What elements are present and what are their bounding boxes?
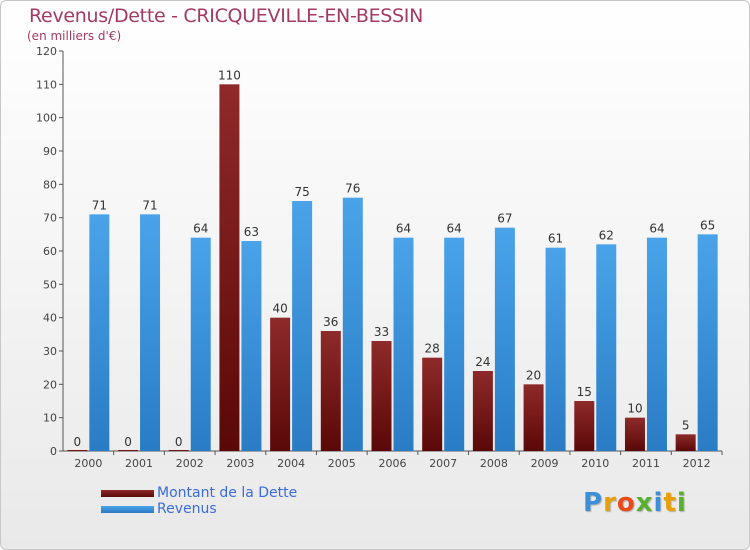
legend-swatch-debt xyxy=(101,490,154,497)
y-tick-label: 80 xyxy=(43,178,57,191)
data-label-revenus: 67 xyxy=(497,212,512,226)
bar-revenus xyxy=(140,214,161,451)
data-label-debt: 28 xyxy=(425,342,440,356)
proxiti-logo: Proxiti xyxy=(583,488,687,518)
logo-letter: i xyxy=(653,488,664,518)
bar-revenus xyxy=(646,237,667,451)
data-label-revenus: 61 xyxy=(548,232,563,246)
y-tick-label: 100 xyxy=(36,112,57,125)
data-label-debt: 110 xyxy=(218,68,241,82)
data-label-debt: 20 xyxy=(526,368,541,382)
bar-revenus xyxy=(545,247,566,451)
data-label-revenus: 75 xyxy=(294,185,309,199)
data-label-revenus: 65 xyxy=(700,218,715,232)
y-tick-label: 50 xyxy=(43,278,57,291)
logo-letter: r xyxy=(603,488,617,518)
bar-debt xyxy=(422,357,443,451)
bar-revenus xyxy=(444,237,465,451)
bar-revenus xyxy=(292,201,313,451)
x-tick-label: 2011 xyxy=(632,457,660,470)
y-tick-label: 20 xyxy=(43,378,57,391)
bar-debt xyxy=(371,341,392,451)
bars xyxy=(67,84,718,451)
x-axis: 2000 2001 2002 2003 2004 2005 2006 2007 2008 2009… xyxy=(63,450,723,470)
bar-revenus xyxy=(190,237,211,451)
bar-revenus xyxy=(89,214,110,451)
bar-revenus xyxy=(393,237,414,451)
x-tick-label: 2006 xyxy=(379,457,407,470)
bar-revenus xyxy=(697,234,718,451)
data-label-revenus: 62 xyxy=(599,228,614,242)
legend-label-revenus: Revenus xyxy=(157,501,217,517)
bar-debt xyxy=(270,317,291,451)
data-labels: 0 71 0 71 0 64 110 63 40 75 36 76 33 64 28 64 24 67 20 61 15… xyxy=(74,68,716,449)
data-label-revenus: 71 xyxy=(92,198,107,212)
y-tick-label: 70 xyxy=(43,212,57,225)
bar-debt xyxy=(675,434,696,451)
x-tick-label: 2000 xyxy=(74,457,102,470)
data-label-debt: 0 xyxy=(74,435,82,449)
bar-debt xyxy=(472,371,493,451)
chart-subtitle: (en milliers d'€) xyxy=(27,29,122,43)
data-label-debt: 33 xyxy=(374,325,389,339)
legend-swatch-revenus xyxy=(101,506,154,513)
bar-revenus xyxy=(494,227,515,451)
bar-debt xyxy=(574,401,595,451)
data-label-revenus: 71 xyxy=(142,198,157,212)
data-label-debt: 24 xyxy=(475,355,490,369)
y-tick-label: 40 xyxy=(43,312,57,325)
x-tick-label: 2008 xyxy=(480,457,508,470)
data-label-debt: 40 xyxy=(272,302,287,316)
data-label-revenus: 64 xyxy=(649,222,664,236)
data-label-revenus: 64 xyxy=(447,222,462,236)
data-label-revenus: 63 xyxy=(244,225,259,239)
legend-label-debt: Montant de la Dette xyxy=(157,485,298,501)
logo-letter: x xyxy=(635,488,654,518)
data-label-revenus: 64 xyxy=(193,222,208,236)
logo-letter: i xyxy=(676,488,687,518)
data-label-debt: 0 xyxy=(124,435,132,449)
data-label-debt: 36 xyxy=(323,315,338,329)
y-tick-label: 120 xyxy=(36,45,57,58)
data-label-debt: 10 xyxy=(627,402,642,416)
logo-letter: t xyxy=(663,488,677,518)
logo-letter: o xyxy=(616,488,636,518)
x-tick-label: 2005 xyxy=(328,457,356,470)
data-label-revenus: 76 xyxy=(345,182,360,196)
logo-letter: P xyxy=(583,488,604,518)
x-tick-label: 2003 xyxy=(226,457,254,470)
x-tick-label: 2012 xyxy=(683,457,711,470)
x-tick-label: 2010 xyxy=(581,457,609,470)
y-axis: 0 10 20 30 40 50 60 70 80 90 100 110 120 xyxy=(36,45,64,458)
data-label-debt: 0 xyxy=(175,435,183,449)
bar-debt xyxy=(219,84,240,451)
y-tick-label: 10 xyxy=(43,412,57,425)
x-tick-label: 2009 xyxy=(531,457,559,470)
bar-revenus xyxy=(596,244,617,451)
bar-debt xyxy=(320,331,341,451)
data-label-debt: 5 xyxy=(682,418,690,432)
y-tick-label: 30 xyxy=(43,345,57,358)
data-label-debt: 15 xyxy=(577,385,592,399)
chart-title: Revenus/Dette - CRICQUEVILLE-EN-BESSIN xyxy=(29,5,424,27)
bar-debt xyxy=(523,384,544,451)
x-tick-label: 2007 xyxy=(429,457,457,470)
bar-revenus xyxy=(342,197,363,451)
x-tick-label: 2001 xyxy=(125,457,153,470)
bar-debt xyxy=(624,417,645,451)
bar-revenus xyxy=(241,241,262,451)
y-tick-label: 60 xyxy=(43,245,57,258)
x-tick-label: 2002 xyxy=(176,457,204,470)
x-tick-label: 2004 xyxy=(277,457,305,470)
data-label-revenus: 64 xyxy=(396,222,411,236)
y-tick-label: 0 xyxy=(50,445,57,458)
y-tick-label: 90 xyxy=(43,145,57,158)
y-tick-label: 110 xyxy=(36,78,57,91)
